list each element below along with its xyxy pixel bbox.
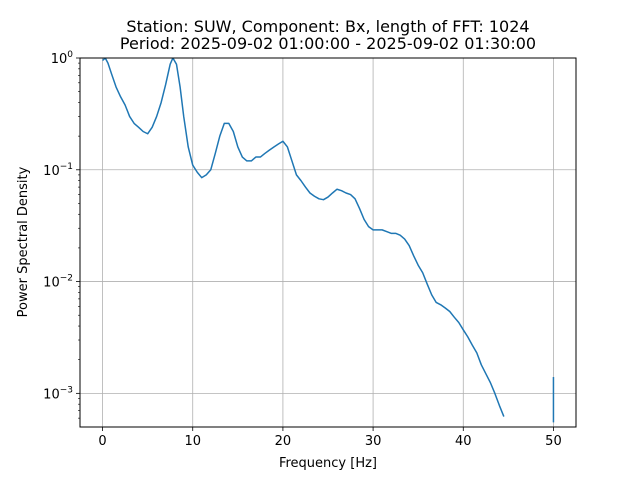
x-axis-label: Frequency [Hz] <box>279 456 377 471</box>
plot-frame <box>79 57 577 428</box>
x-tick-label: 30 <box>365 434 382 449</box>
x-tick-label: 50 <box>545 434 562 449</box>
y-tick-label: 10−1 <box>43 162 73 179</box>
y-tick-label-base: 10 <box>43 164 60 179</box>
x-tick-label: 40 <box>455 434 472 449</box>
y-tick-label: 100 <box>51 50 74 67</box>
y-tick-label-exponent: 0 <box>67 50 73 60</box>
y-tick-label-exponent: −3 <box>60 385 73 395</box>
x-tick-label: 10 <box>184 434 201 449</box>
x-tick-label: 0 <box>98 434 106 449</box>
x-tick-label: 20 <box>275 434 292 449</box>
y-tick-label: 10−3 <box>43 385 73 402</box>
y-axis-label: Power Spectral Density <box>16 166 31 317</box>
y-tick-label-exponent: −1 <box>60 162 73 172</box>
y-tick-label-base: 10 <box>43 276 60 291</box>
y-tick-label: 10−2 <box>43 274 73 291</box>
y-tick-label-base: 10 <box>51 52 68 67</box>
series-layer <box>102 58 555 423</box>
y-tick-label-exponent: −2 <box>60 274 73 284</box>
chart-title-line1: Station: SUW, Component: Bx, length of F… <box>126 17 529 36</box>
chart-title-line2: Period: 2025-09-02 01:00:00 - 2025-09-02… <box>120 34 536 53</box>
psd-series-line-1 <box>102 58 505 417</box>
y-tick-label-base: 10 <box>43 387 60 402</box>
